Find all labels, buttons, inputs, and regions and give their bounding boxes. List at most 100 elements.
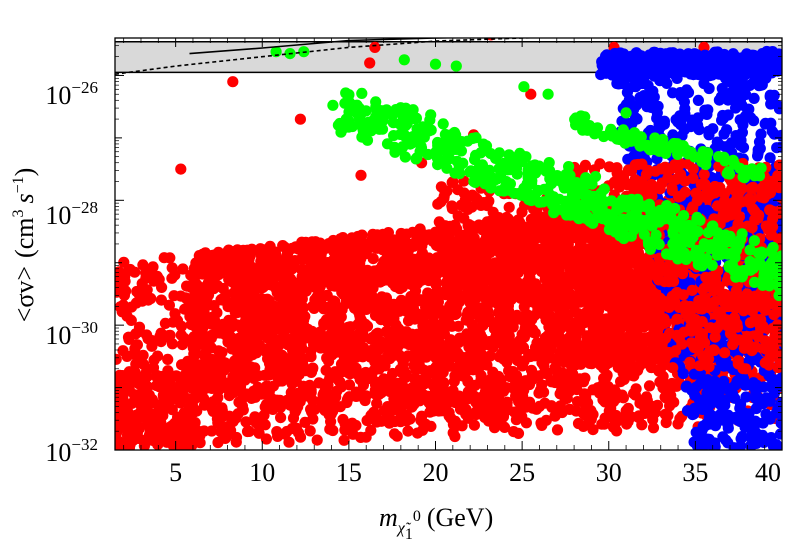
red-point xyxy=(412,295,424,307)
red-point xyxy=(407,308,419,320)
red-point xyxy=(408,360,420,372)
red-point xyxy=(493,351,505,363)
red-point xyxy=(437,381,449,393)
red-point xyxy=(641,394,653,407)
red-point xyxy=(388,256,400,268)
blue-point xyxy=(767,94,779,106)
red-point xyxy=(406,401,418,413)
red-point xyxy=(492,412,504,424)
red-point xyxy=(430,352,442,364)
red-point xyxy=(307,413,319,425)
red-point xyxy=(323,238,335,250)
red-point xyxy=(192,257,204,269)
red-point xyxy=(672,418,684,430)
red-point xyxy=(360,366,372,379)
red-point xyxy=(351,296,363,308)
red-point xyxy=(456,334,468,346)
red-point xyxy=(520,401,532,413)
red-point xyxy=(156,281,168,293)
red-point xyxy=(475,313,487,325)
red-point xyxy=(247,387,259,400)
red-point xyxy=(484,350,496,362)
red-point xyxy=(274,401,287,413)
red-point xyxy=(481,216,493,228)
blue-point xyxy=(681,86,693,98)
red-point xyxy=(481,359,493,371)
red-point xyxy=(377,383,389,395)
red-point xyxy=(212,385,224,397)
red-point xyxy=(394,363,406,376)
red-point xyxy=(262,243,275,255)
red-point xyxy=(633,360,645,373)
red-point xyxy=(503,270,515,282)
red-point xyxy=(595,14,606,25)
red-point xyxy=(288,259,300,271)
red-point xyxy=(662,409,674,422)
red-point xyxy=(556,340,568,352)
red-point xyxy=(525,275,537,287)
red-point xyxy=(416,374,428,386)
red-point xyxy=(538,283,551,295)
red-point xyxy=(468,325,480,337)
red-point xyxy=(331,385,343,397)
red-point xyxy=(362,301,374,313)
red-point xyxy=(446,203,458,215)
red-point xyxy=(414,395,426,407)
red-point xyxy=(646,282,658,294)
red-point xyxy=(251,332,263,345)
red-point xyxy=(358,288,370,300)
red-point xyxy=(402,425,414,437)
red-point xyxy=(505,293,517,305)
red-point xyxy=(545,311,557,323)
blue-point xyxy=(715,356,727,368)
red-point xyxy=(176,339,188,351)
red-point xyxy=(290,422,302,434)
red-point xyxy=(447,427,459,439)
red-point xyxy=(258,318,270,330)
red-point xyxy=(453,296,466,308)
red-point xyxy=(393,349,405,361)
red-point xyxy=(454,250,466,262)
red-point xyxy=(540,347,552,359)
red-point xyxy=(121,350,133,362)
red-point xyxy=(177,263,189,275)
red-point xyxy=(231,271,243,283)
red-point xyxy=(536,419,548,431)
blue-point xyxy=(701,204,713,216)
red-point xyxy=(259,308,272,320)
red-point xyxy=(476,332,488,344)
red-point xyxy=(444,360,456,372)
red-point xyxy=(519,263,531,275)
red-point xyxy=(556,293,568,305)
red-point xyxy=(256,252,268,264)
red-point xyxy=(482,292,494,304)
red-point xyxy=(369,241,381,254)
red-point xyxy=(490,221,502,233)
red-point xyxy=(230,257,242,269)
blue-point xyxy=(740,88,752,101)
red-point xyxy=(335,323,347,335)
red-point xyxy=(527,256,539,269)
red-point xyxy=(537,266,549,278)
red-point xyxy=(338,434,350,446)
red-point xyxy=(142,333,154,345)
red-point xyxy=(395,294,407,306)
red-point xyxy=(508,224,521,236)
red-point xyxy=(421,230,433,242)
blue-point xyxy=(773,103,782,115)
red-point xyxy=(305,346,317,358)
red-point xyxy=(389,415,401,428)
blue-point xyxy=(690,381,702,393)
red-point xyxy=(182,355,194,367)
blue-point xyxy=(772,403,782,415)
red-point xyxy=(131,285,143,298)
red-point xyxy=(165,394,177,406)
red-point xyxy=(329,366,341,378)
blue-point xyxy=(667,87,679,99)
red-point xyxy=(479,390,491,402)
red-point xyxy=(243,292,255,304)
red-point xyxy=(271,322,283,334)
red-point xyxy=(559,379,571,391)
red-point xyxy=(206,425,218,437)
red-point xyxy=(536,379,548,391)
